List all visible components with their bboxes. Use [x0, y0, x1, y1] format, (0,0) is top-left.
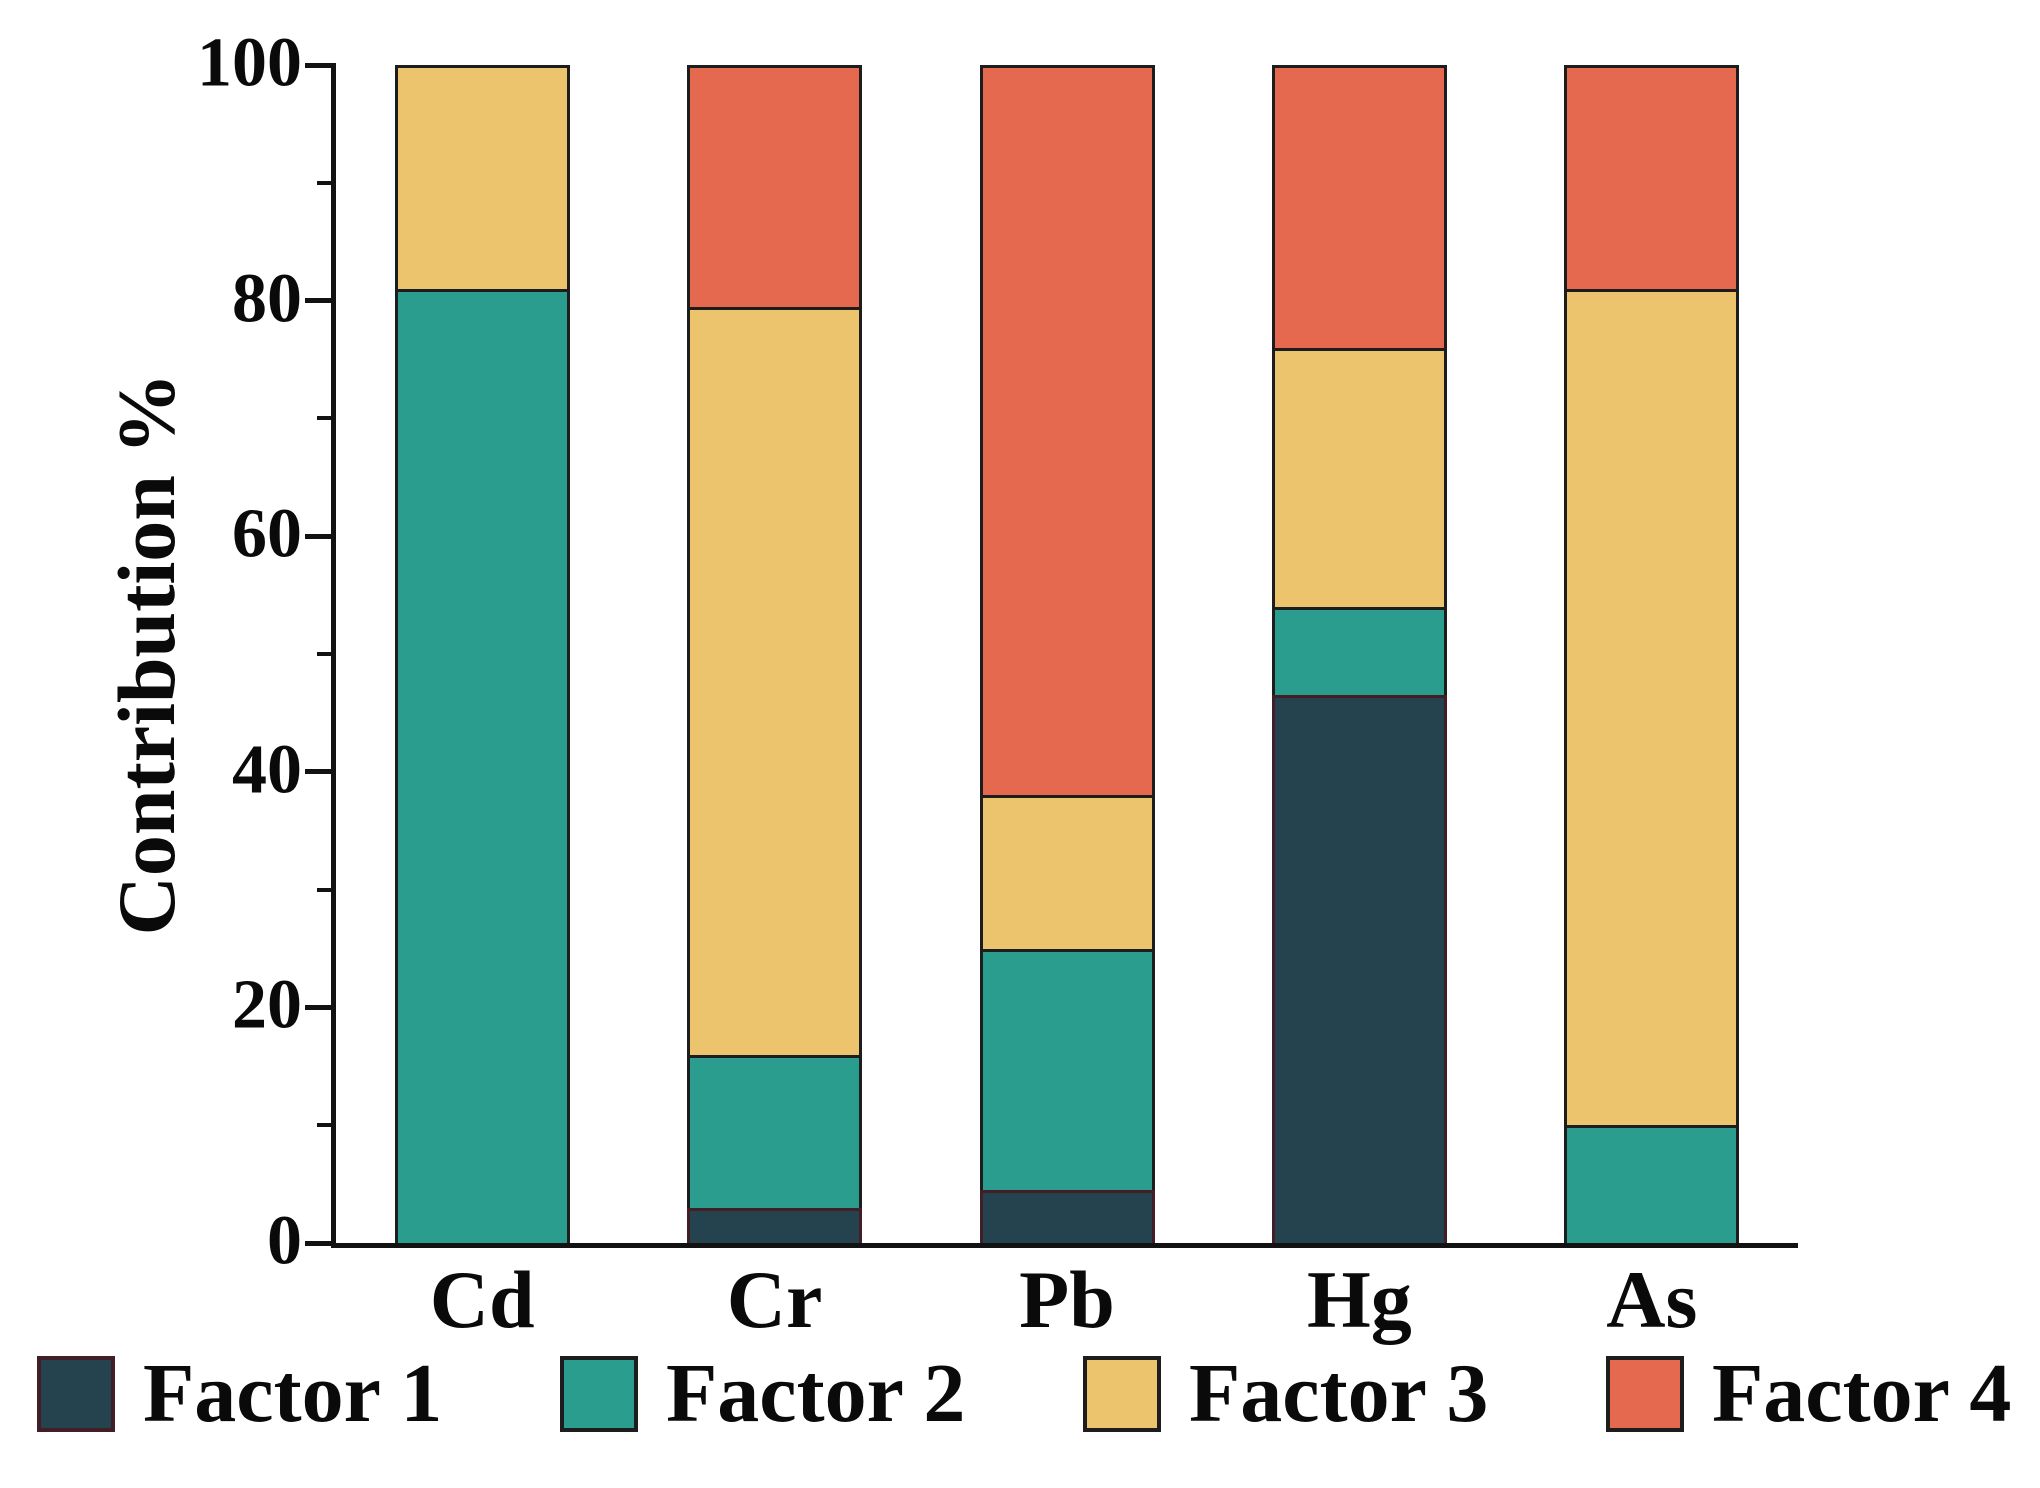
- bar-segment-Pb-factor-3: [979, 795, 1155, 949]
- bar-segment-Cr-factor-4: [687, 65, 863, 307]
- bar-As: [1564, 65, 1740, 1243]
- y-tick-label: 80: [232, 260, 302, 338]
- legend-swatch-2: [560, 1356, 638, 1432]
- legend-label-1: Factor 1: [143, 1347, 443, 1440]
- bar-segment-Cr-factor-2: [687, 1054, 863, 1208]
- legend-item-factor-2: Factor 2: [560, 1352, 965, 1436]
- y-tick-major: [305, 62, 331, 68]
- y-tick-major: [305, 533, 331, 539]
- y-tick-label: 20: [232, 966, 302, 1044]
- y-tick-major: [305, 1240, 331, 1246]
- x-tick-label-As: As: [1606, 1254, 1698, 1345]
- x-tick-label-Pb: Pb: [1019, 1254, 1115, 1345]
- x-tick-label-Hg: Hg: [1306, 1254, 1412, 1345]
- y-tick-minor: [317, 652, 331, 656]
- bar-segment-Hg-factor-2: [1271, 606, 1447, 696]
- y-tick-minor: [317, 416, 331, 421]
- y-axis-spine: [331, 63, 336, 1248]
- bar-segment-Cr-factor-3: [687, 306, 863, 1055]
- legend-item-factor-1: Factor 1: [37, 1352, 442, 1436]
- y-axis-title: Contribution %: [101, 372, 192, 936]
- legend-label-3: Factor 3: [1189, 1347, 1489, 1440]
- x-tick-label-Cr: Cr: [726, 1254, 823, 1345]
- y-tick-major: [305, 1004, 331, 1010]
- legend-swatch-1: [37, 1356, 115, 1432]
- plot-area: 0 20 40 60 80 100 Cd Cr Pb Hg As: [197, 28, 1798, 1341]
- y-tick-minor: [317, 1123, 331, 1128]
- y-tick-major: [305, 769, 331, 775]
- bar-segment-Cr-factor-1: [687, 1207, 863, 1243]
- y-tick-minor: [317, 180, 331, 185]
- bar-segment-Hg-factor-1: [1271, 695, 1447, 1243]
- bar-segment-Cd-factor-2: [394, 288, 570, 1243]
- bar-segment-Hg-factor-4: [1271, 65, 1447, 348]
- legend-label-2: Factor 2: [666, 1347, 966, 1440]
- bar-segment-Hg-factor-3: [1271, 347, 1447, 607]
- y-tick-label: 0: [267, 1202, 302, 1280]
- x-tick-label-Cd: Cd: [429, 1254, 535, 1345]
- legend-item-factor-4: Factor 4: [1606, 1352, 2011, 1436]
- bar-segment-Pb-factor-2: [979, 948, 1155, 1190]
- bar-Hg: [1271, 65, 1447, 1243]
- bar-segment-Pb-factor-1: [979, 1190, 1155, 1243]
- bar-Pb: [979, 65, 1155, 1243]
- legend-item-factor-3: Factor 3: [1083, 1352, 1488, 1436]
- bar-segment-As-factor-2: [1564, 1125, 1740, 1243]
- bar-segment-Cd-factor-3: [394, 65, 570, 289]
- bar-segment-As-factor-4: [1564, 65, 1740, 289]
- y-tick-minor: [317, 887, 331, 892]
- legend: Factor 1 Factor 2 Factor 3 Factor 4: [0, 1352, 2040, 1442]
- y-tick-label: 40: [232, 731, 302, 809]
- y-tick-label: 60: [232, 495, 302, 573]
- y-tick-major: [305, 298, 331, 304]
- bar-Cr: [687, 65, 863, 1243]
- legend-label-4: Factor 4: [1712, 1347, 2012, 1440]
- legend-swatch-3: [1083, 1356, 1161, 1432]
- x-axis-spine: [331, 1243, 1798, 1248]
- y-tick-label: 100: [197, 24, 302, 102]
- bar-segment-As-factor-3: [1564, 288, 1740, 1126]
- bar-Cd: [394, 65, 570, 1243]
- bar-segment-Pb-factor-4: [979, 65, 1155, 796]
- legend-swatch-4: [1606, 1356, 1684, 1432]
